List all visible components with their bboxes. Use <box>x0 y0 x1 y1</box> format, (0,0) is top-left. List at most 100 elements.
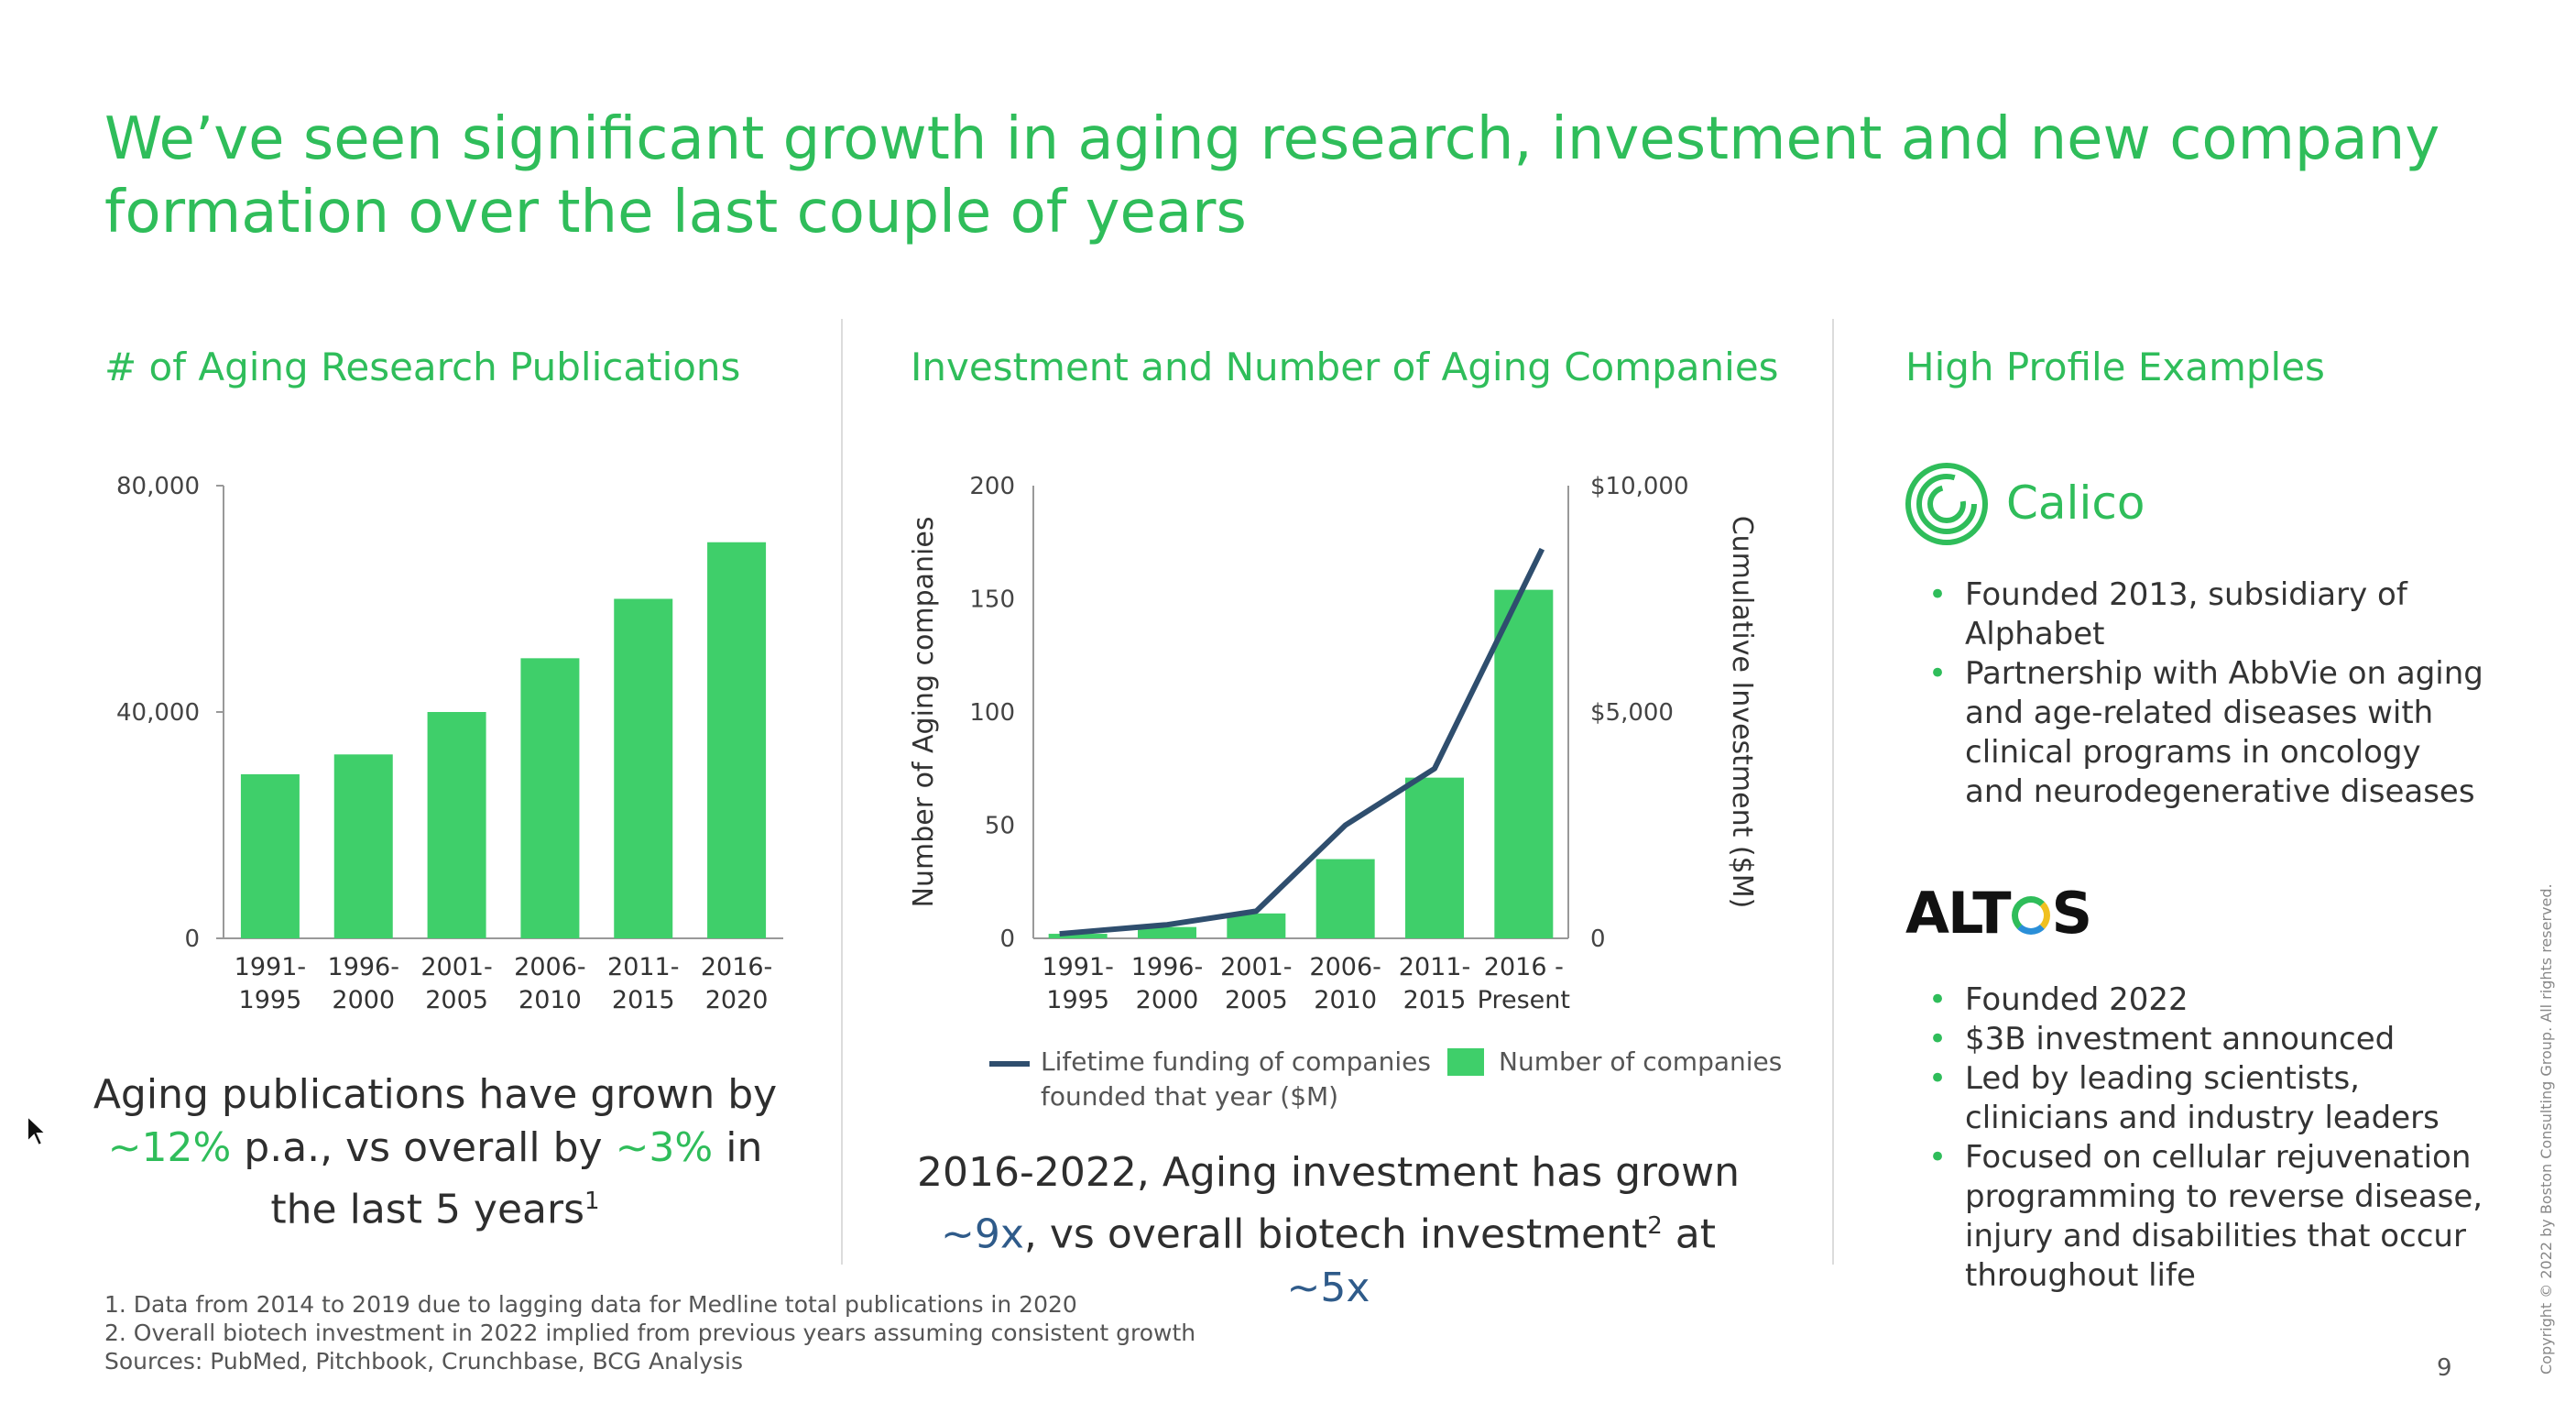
x-tick-label: 2005 <box>1225 986 1288 1014</box>
altos-logo: ALT S <box>1905 880 2093 947</box>
altos-bullet-list: Founded 2022 $3B investment announced Le… <box>1919 980 2505 1296</box>
x-tick-label: 2011- <box>607 953 679 981</box>
y-tick-label: 0 <box>999 926 1015 953</box>
legend-funding-label-1: Lifetime funding of companies <box>1041 1046 1431 1077</box>
investment-takeaway-at: at <box>1662 1210 1717 1258</box>
list-item: Partnership with AbbVie on aging and age… <box>1919 654 2487 812</box>
mouse-cursor-icon <box>27 1114 48 1147</box>
publications-bar-chart: 80,000 40,000 0 1991- 1995 1996- 2000 2001- 2005… <box>116 473 783 1014</box>
bar <box>614 598 673 938</box>
publications-takeaway-text-end: in <box>713 1124 763 1171</box>
x-tick-label: 2010 <box>1314 986 1377 1014</box>
y-tick-label: 50 <box>985 813 1015 840</box>
sources: Sources: PubMed, Pitchbook, Crunchbase, … <box>104 1348 744 1375</box>
x-tick-label: 2001- <box>420 953 492 981</box>
altos-name-part-1: ALT <box>1905 880 2012 947</box>
column-divider-right <box>1832 319 1834 1265</box>
legend-item-funding: Lifetime funding of companies founded th… <box>989 1045 1431 1114</box>
legend-bar-swatch <box>1447 1048 1484 1076</box>
investment-takeaway: 2016-2022, Aging investment has grown ~9… <box>907 1146 1750 1315</box>
y-tick-label: 0 <box>184 926 200 953</box>
investment-takeaway-line-2: ~9x, vs overall biotech investment2 at ~… <box>907 1199 1750 1315</box>
x-tick-label: 2000 <box>1136 986 1199 1014</box>
x-tick-label: 2010 <box>518 986 582 1014</box>
x-tick-label: 2015 <box>1403 986 1467 1014</box>
y-tick-label: 200 <box>969 473 1015 500</box>
list-item: Founded 2013, subsidiary of Alphabet <box>1919 575 2487 654</box>
list-item: Focused on cellular rejuvenation program… <box>1919 1138 2505 1296</box>
footnote-ref-2: 2 <box>1647 1212 1663 1240</box>
list-item: $3B investment announced <box>1919 1020 2505 1059</box>
footnote-2: 2. Overall biotech investment in 2022 im… <box>104 1320 1196 1346</box>
footnote-ref-1: 1 <box>584 1188 600 1215</box>
y-axis-title: Number of Aging companies <box>908 517 940 908</box>
investment-takeaway-text: , vs overall biotech investment <box>1023 1210 1648 1258</box>
x-tick-label: 1995 <box>1046 986 1109 1014</box>
bar <box>707 542 767 938</box>
investment-combo-chart: 200 150 100 50 0 $10,000 $5,000 0 Number of Agin… <box>908 473 1758 1014</box>
list-item: Led by leading scientists, clinicians an… <box>1919 1059 2505 1138</box>
x-tick-label: 1991- <box>235 953 306 981</box>
y2-tick-label: $10,000 <box>1590 473 1689 500</box>
calico-name: Calico <box>2006 476 2145 530</box>
bar <box>520 658 580 938</box>
slide-title: We’ve seen significant growth in aging r… <box>104 105 2440 246</box>
publications-takeaway-line-2: ~12% p.a., vs overall by ~3% in <box>73 1122 797 1175</box>
y-tick-label: 80,000 <box>116 473 200 500</box>
investment-section-title: Investment and Number of Aging Companies <box>911 345 1779 389</box>
funding-series-line <box>1059 547 1545 937</box>
x-tick-label: 1991- <box>1042 953 1113 981</box>
y2-tick-label: $5,000 <box>1590 699 1674 727</box>
x-tick-label: 2011- <box>1399 953 1470 981</box>
footnote-1: 1. Data from 2014 to 2019 due to lagging… <box>104 1291 1077 1318</box>
examples-section-title: High Profile Examples <box>1905 345 2325 389</box>
publications-takeaway: Aging publications have grown by ~12% p.… <box>73 1068 797 1237</box>
x-tick-label: 2015 <box>612 986 675 1014</box>
x-tick-label: 2000 <box>332 986 395 1014</box>
altos-o-ring-icon <box>2011 896 2050 935</box>
x-tick-label: 1996- <box>328 953 399 981</box>
x-tick-label: 2006- <box>514 953 585 981</box>
x-tick-label: 2016 - <box>1484 953 1564 981</box>
publications-takeaway-line-1: Aging publications have grown by <box>93 1071 778 1118</box>
publications-growth-rate: ~12% <box>107 1124 232 1171</box>
publications-section-title: # of Aging Research Publications <box>104 345 741 389</box>
bar <box>1405 777 1464 938</box>
publications-takeaway-period: the last 5 years <box>270 1186 585 1233</box>
overall-growth-rate: ~3% <box>615 1124 714 1171</box>
publications-takeaway-text: p.a., vs overall by <box>231 1124 616 1171</box>
bar <box>1048 934 1108 938</box>
x-tick-label: 2005 <box>425 986 488 1014</box>
bar <box>333 754 393 938</box>
y2-axis-title: Cumulative Investment ($M) <box>1726 516 1758 909</box>
y-tick-label: 150 <box>969 586 1015 614</box>
footnotes: 1. Data from 2014 to 2019 due to lagging… <box>104 1290 1195 1375</box>
legend-line-swatch <box>989 1061 1030 1067</box>
x-tick-label: 1996- <box>1131 953 1203 981</box>
publications-takeaway-line-3: the last 5 years1 <box>73 1175 797 1237</box>
investment-takeaway-line-1: 2016-2022, Aging investment has grown <box>917 1149 1740 1196</box>
x-tick-label: 1995 <box>239 986 302 1014</box>
copyright-notice: Copyright © 2022 by Boston Consulting Gr… <box>2538 883 2555 1375</box>
bar <box>1227 913 1286 938</box>
calico-bullet-list: Founded 2013, subsidiary of Alphabet Par… <box>1919 575 2487 812</box>
legend-funding-label-2: founded that year ($M) <box>1041 1081 1339 1112</box>
x-tick-label: 2020 <box>705 986 769 1014</box>
bar <box>427 712 486 938</box>
bar <box>1494 589 1554 938</box>
bar <box>1315 859 1375 938</box>
legend-item-companies: Number of companies <box>1447 1045 1782 1079</box>
x-tick-label: 2016- <box>701 953 772 981</box>
legend-companies-label: Number of companies <box>1499 1046 1783 1077</box>
calico-logo-icon <box>1905 463 1988 545</box>
bar <box>240 773 300 938</box>
aging-investment-growth: ~9x <box>940 1210 1024 1258</box>
column-divider-left <box>841 319 843 1265</box>
y-tick-label: 100 <box>969 699 1015 727</box>
biotech-investment-growth: ~5x <box>1286 1264 1370 1311</box>
x-tick-label: Present <box>1478 986 1570 1014</box>
x-tick-label: 2001- <box>1220 953 1292 981</box>
page-number: 9 <box>2437 1354 2452 1382</box>
altos-name-part-2: S <box>2051 880 2093 947</box>
x-tick-label: 2006- <box>1309 953 1381 981</box>
